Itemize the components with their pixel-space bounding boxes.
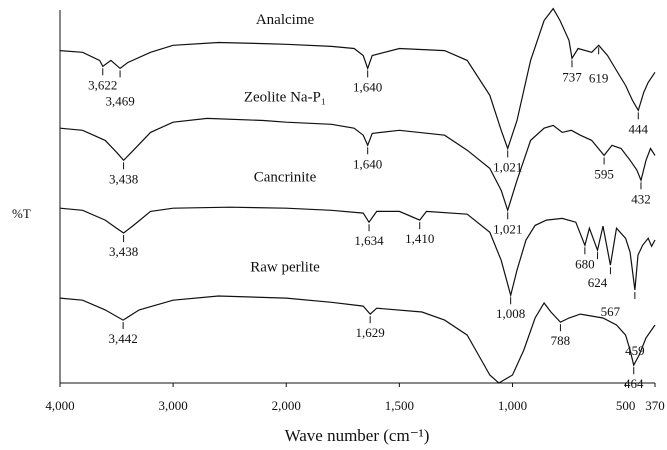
peak-label: 1,640 xyxy=(353,156,382,171)
spectrum-line xyxy=(59,117,656,213)
series-label: Cancrinite xyxy=(254,170,317,186)
peak-label: 1,640 xyxy=(353,79,382,94)
peak-label: 3,469 xyxy=(105,93,134,108)
peak-label: 680 xyxy=(575,256,595,271)
x-tick-label: 3,000 xyxy=(158,398,187,413)
x-tick-label: 500 xyxy=(616,398,636,413)
x-tick-label: 1,000 xyxy=(498,398,527,413)
peak-label: 3,622 xyxy=(88,77,117,92)
spectrum-line xyxy=(59,295,656,384)
peak-label: 1,021 xyxy=(493,221,522,236)
peak-label: 737 xyxy=(562,69,582,84)
peak-label: 432 xyxy=(631,191,651,206)
peak-label: 464 xyxy=(624,376,644,391)
series-label: Raw perlite xyxy=(250,259,320,275)
peak-label: 1,629 xyxy=(356,325,385,340)
peak-label: 788 xyxy=(551,333,571,348)
spectrum-line xyxy=(59,206,656,298)
peak-label: 3,438 xyxy=(109,244,138,259)
x-tick-label: 2,000 xyxy=(272,398,301,413)
peak-label: 624 xyxy=(588,275,608,290)
peak-label: 3,438 xyxy=(109,171,138,186)
series-label: Zeolite Na-P₁ xyxy=(244,90,326,106)
peak-label: 1,008 xyxy=(496,306,525,321)
y-axis-label: %T xyxy=(12,206,31,221)
x-tick-label: 4,000 xyxy=(45,398,74,413)
spectrum-line xyxy=(59,7,656,151)
peak-label: 619 xyxy=(589,70,609,85)
peak-label: 1,021 xyxy=(493,159,522,174)
peak-label: 595 xyxy=(594,166,614,181)
peak-label: 1,410 xyxy=(405,231,434,246)
peak-label: 1,634 xyxy=(354,233,384,248)
x-axis-label: Wave number (cm⁻¹) xyxy=(285,426,430,445)
peak-label: 444 xyxy=(629,121,649,136)
x-tick-label: 370 xyxy=(645,398,665,413)
x-tick-label: 1,500 xyxy=(385,398,414,413)
peak-label: 3,442 xyxy=(108,331,137,346)
peak-label: 567 xyxy=(601,304,621,319)
series-label: Analcime xyxy=(256,12,315,28)
